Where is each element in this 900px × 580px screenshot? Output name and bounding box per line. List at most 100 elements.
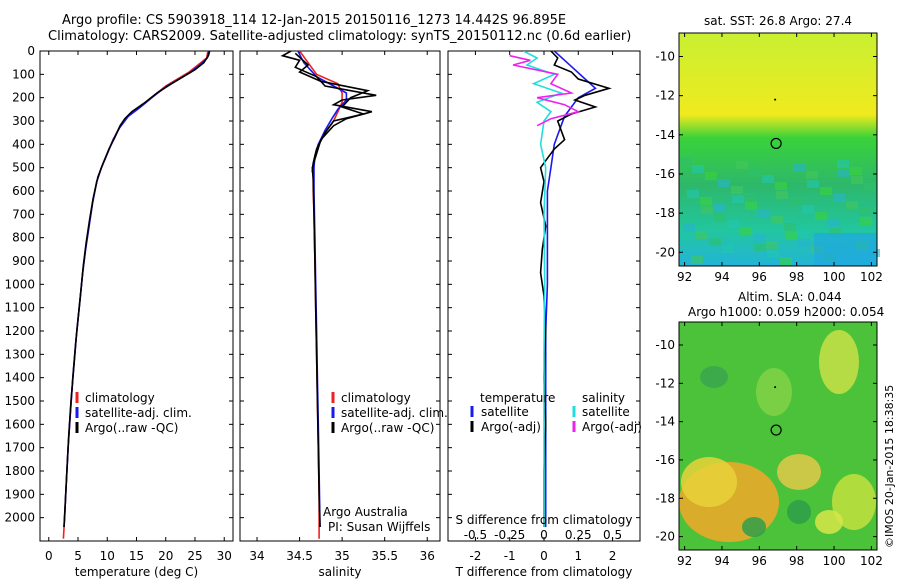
map-y-tick-label: -20 [655, 245, 675, 259]
map-texture-cell [758, 209, 770, 217]
axes-frame [39, 50, 234, 542]
legend-label: Argo(-adj) [481, 420, 541, 434]
map-x-tick-label: 98 [789, 554, 804, 568]
map-x-tick-label: 94 [714, 554, 729, 568]
salinity-panel: 34 34.5 35 35.5 36 salinity climatologysatelli… [239, 50, 448, 579]
map-anomaly-blob [832, 474, 876, 530]
map-texture-cell [701, 206, 713, 214]
x-tick-label: -1 [504, 549, 516, 563]
y-tick-label: 1400 [4, 371, 35, 385]
map-texture-cell [846, 201, 858, 209]
map-texture-cell [745, 202, 757, 210]
legend-heading: temperature [480, 391, 555, 405]
map-frame [678, 321, 878, 551]
copyright-credit: ©IMOS 20-Jan-2015 18:38:35 [883, 385, 896, 548]
x-tick-label: 10 [100, 549, 115, 563]
map-y-tick-label: -18 [655, 206, 675, 220]
map-anomaly-blob [777, 454, 821, 490]
y-tick-label: 1100 [4, 301, 35, 315]
map-y-tick-label: -20 [655, 530, 675, 544]
sst-map: 92 94 96 98 100 102 -10 -12 -14 -16 -18 -20 [655, 32, 883, 284]
sla-map-subtitle: Argo h1000: 0.059 h2000: 0.054 [688, 305, 884, 319]
map-anomaly-blob [819, 330, 859, 394]
y-tick-label: 1900 [4, 487, 35, 501]
legend-label: satellite [481, 405, 529, 419]
map-texture-cell [713, 204, 725, 212]
map-y-tick-label: -14 [655, 128, 675, 142]
map-texture-cell [705, 172, 717, 180]
y-tick-label: 700 [12, 207, 35, 221]
map-texture-cell [744, 193, 756, 201]
legend-label: satellite-adj. clim. [341, 406, 448, 420]
y-tick-label: 1500 [4, 394, 35, 408]
x-tick-label: 34 [249, 549, 264, 563]
map-texture-cell [692, 165, 704, 173]
y-tick-label: 200 [12, 91, 35, 105]
map-texture-cell [762, 175, 774, 183]
y-tick-label: 1300 [4, 347, 35, 361]
map-texture-cell [718, 179, 730, 187]
x-tick-label: 34.5 [286, 549, 313, 563]
map-texture-cell [838, 169, 850, 177]
series-line [280, 51, 377, 528]
map-texture-cell [731, 186, 743, 194]
map-y-tick-label: -10 [655, 49, 675, 63]
map-texture-cell [683, 224, 695, 232]
map-texture-cell [691, 256, 703, 264]
map-texture-cell [833, 194, 845, 202]
map-texture-cell [784, 223, 796, 231]
annotation-text: Argo Australia [323, 505, 408, 519]
y-tick-label: 500 [12, 161, 35, 175]
series-line [294, 52, 371, 173]
series-line [509, 54, 581, 127]
legend-label: satellite [582, 405, 630, 419]
legend-label: climatology [341, 391, 411, 405]
map-anomaly-blob [815, 510, 843, 534]
series-line [63, 51, 211, 528]
map-texture-cell [767, 250, 779, 258]
map-texture-cell [789, 198, 801, 206]
map-texture-cell [850, 167, 862, 175]
secondary-tick-label: -0.5 [464, 528, 487, 542]
prior-position-dot [774, 98, 777, 101]
map-texture-cell [723, 254, 735, 262]
difference-panel: -2 -1 0 1 2 T difference from climatology S di… [447, 50, 642, 579]
map-y-tick-label: -10 [655, 338, 675, 352]
series-line [544, 51, 597, 527]
prior-position-dot [774, 386, 777, 389]
map-texture-cell [714, 213, 726, 221]
map-anomaly-blob [742, 517, 766, 537]
legend-heading: salinity [582, 391, 625, 405]
x-tick-label: -2 [469, 549, 481, 563]
y-tick-label: 800 [12, 231, 35, 245]
y-tick-label: 1000 [4, 277, 35, 291]
map-y-tick-label: -18 [655, 491, 675, 505]
map-texture-cell [806, 171, 818, 179]
x-axis-label: salinity [318, 565, 361, 579]
map-anomaly-blob [681, 457, 737, 507]
map-texture-cell [807, 180, 819, 188]
legend-label: satellite-adj. clim. [85, 406, 192, 420]
sst-map-title: sat. SST: 26.8 Argo: 27.4 [704, 14, 852, 28]
argo-position-marker [770, 424, 782, 436]
map-texture-cell [709, 238, 721, 246]
map-x-tick-label: 96 [752, 554, 767, 568]
map-texture-cell [780, 257, 792, 265]
x-tick-label: 1 [574, 549, 582, 563]
y-tick-label: 300 [12, 114, 35, 128]
y-tick-label: 900 [12, 254, 35, 268]
x-tick-label: 20 [158, 549, 173, 563]
map-texture-cell [815, 212, 827, 220]
map-anomaly-blob [787, 500, 811, 524]
y-tick-label: 1600 [4, 417, 35, 431]
plot-title-line2: Climatology: CARS2009. Satellite-adjuste… [48, 29, 632, 44]
map-x-tick-label: 98 [789, 270, 804, 284]
legend-label: Argo(-adj) [582, 420, 642, 434]
secondary-tick-label: 0.25 [565, 528, 592, 542]
map-texture-cell [860, 217, 872, 225]
x-tick-label: 15 [129, 549, 144, 563]
series-line [539, 51, 612, 527]
map-y-tick-label: -16 [655, 453, 675, 467]
map-texture-cell [679, 158, 691, 166]
